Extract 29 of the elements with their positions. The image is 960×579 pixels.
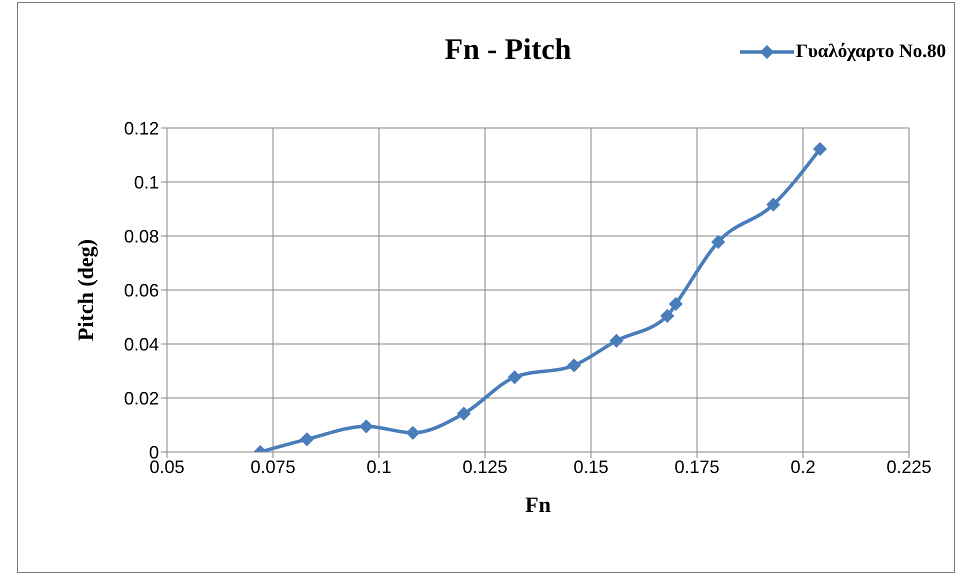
point: [711, 234, 726, 249]
x-axis-title: Fn: [525, 492, 551, 517]
point: [812, 142, 827, 156]
x-tick-label: 0.2: [790, 456, 816, 477]
point: [660, 308, 674, 323]
y-axis-title: Pitch (deg): [72, 238, 98, 342]
y-tick-label: 0.1: [134, 172, 159, 192]
point: [609, 334, 624, 348]
point: [668, 297, 683, 312]
x-tick-label: 0.175: [674, 456, 720, 477]
point: [766, 198, 780, 212]
x-tick-label: 0.15: [573, 456, 609, 477]
legend-label: Γυαλόχαρτο No.80: [796, 41, 946, 63]
x-tick-label: 0.125: [462, 456, 508, 477]
point: [406, 426, 420, 440]
point: [456, 406, 471, 421]
x-tick-label: 0.075: [250, 456, 296, 477]
y-tick-label: 0.08: [124, 226, 159, 246]
y-tick-label: 0.04: [124, 334, 159, 354]
y-tick-label: 0.06: [124, 280, 159, 300]
chart-title: Fn - Pitch: [444, 33, 572, 66]
y-tick-label: 0.12: [124, 118, 159, 138]
y-tick-label: 0.02: [124, 388, 159, 408]
x-tick-label: 0.225: [886, 456, 932, 477]
x-tick-label: 0.1: [366, 456, 392, 477]
point: [508, 370, 522, 384]
point: [300, 432, 314, 446]
point: [567, 358, 582, 372]
point: [359, 419, 374, 434]
